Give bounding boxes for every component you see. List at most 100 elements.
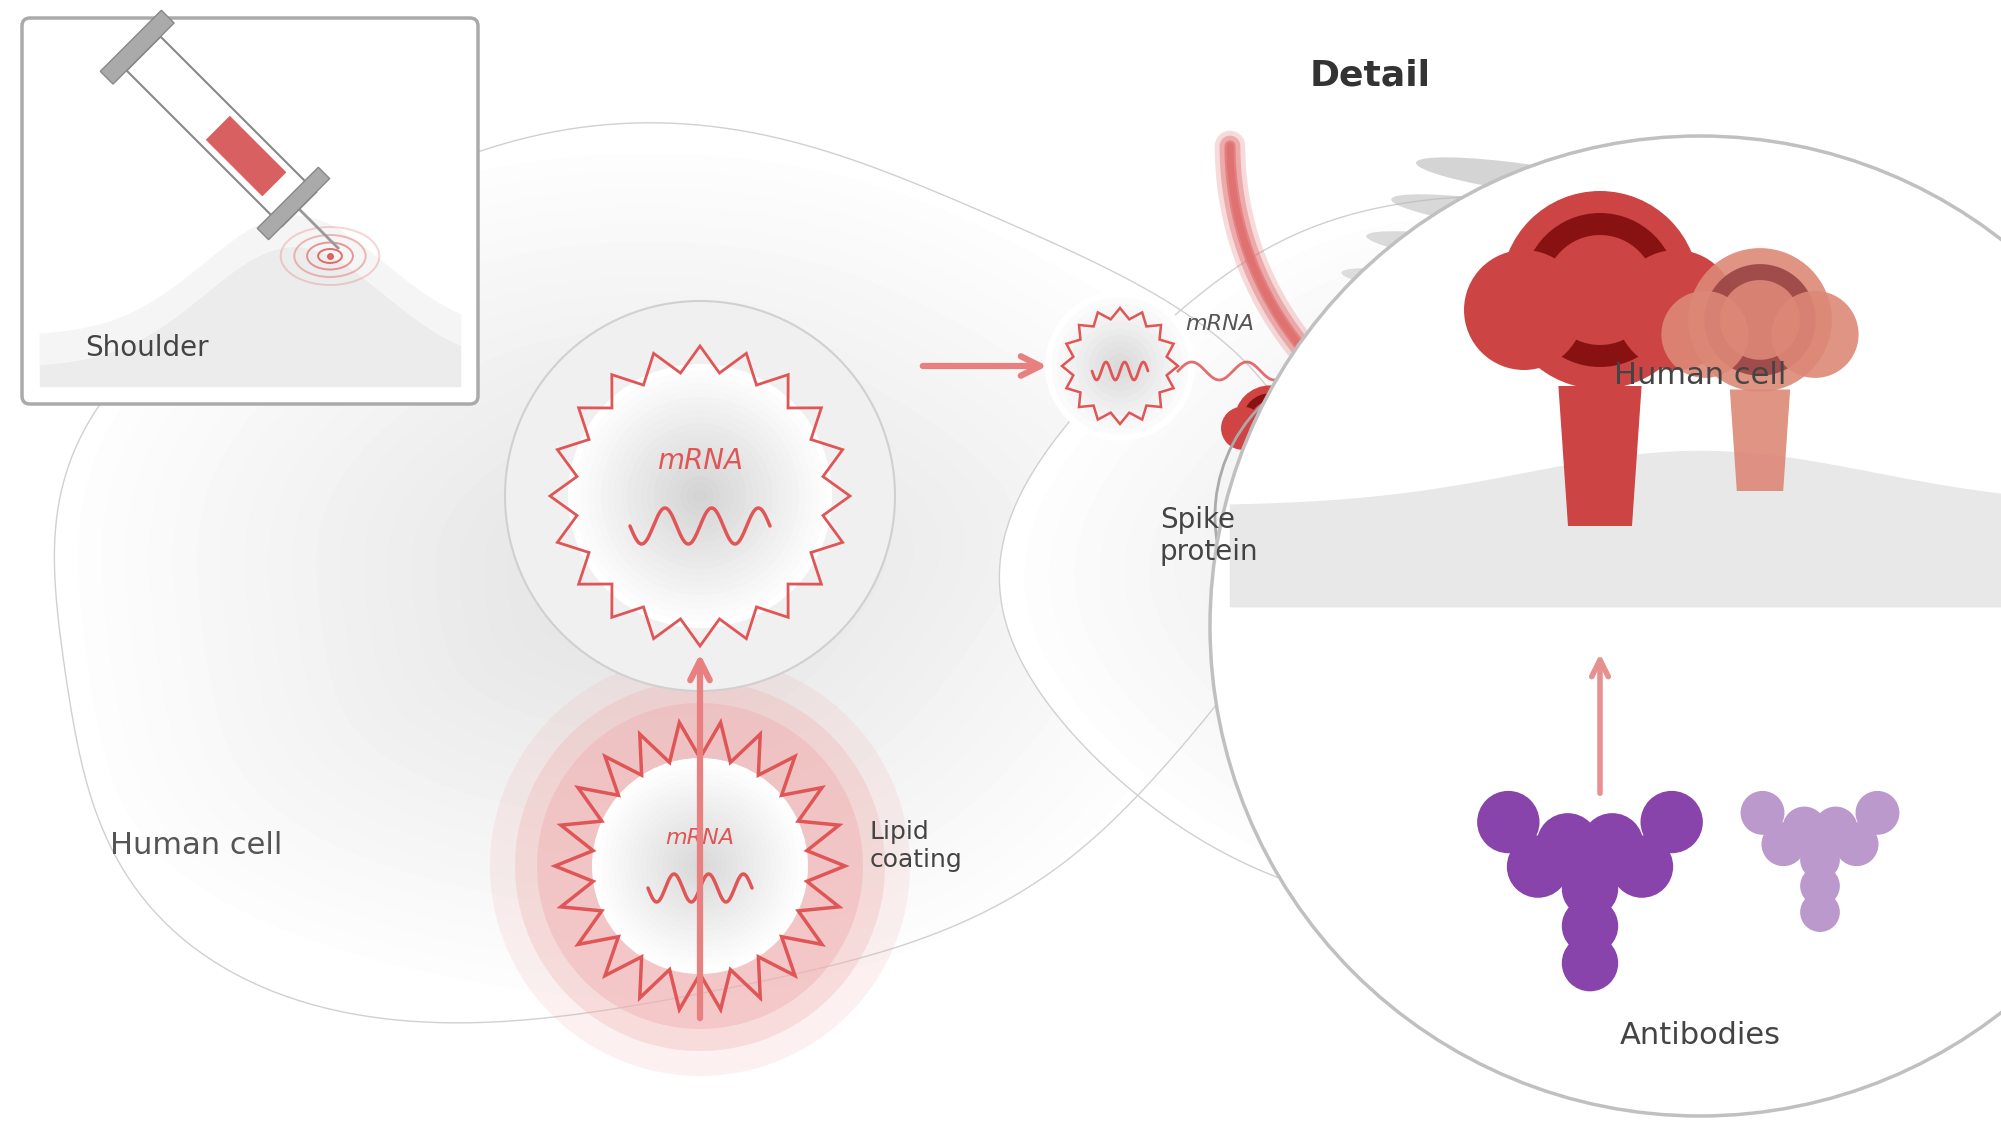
Ellipse shape xyxy=(1417,158,1635,198)
Circle shape xyxy=(1115,359,1127,373)
Circle shape xyxy=(1465,250,1585,370)
Polygon shape xyxy=(602,540,702,611)
Text: mRNA: mRNA xyxy=(1185,314,1255,334)
Circle shape xyxy=(652,817,748,914)
Polygon shape xyxy=(1251,376,1751,736)
Circle shape xyxy=(1095,341,1145,391)
Circle shape xyxy=(1101,347,1139,385)
Circle shape xyxy=(660,457,738,535)
Circle shape xyxy=(660,456,740,536)
Polygon shape xyxy=(174,224,1177,928)
Circle shape xyxy=(1395,449,1423,479)
Circle shape xyxy=(672,839,726,893)
Polygon shape xyxy=(1451,520,1551,592)
Polygon shape xyxy=(1381,482,1401,516)
Circle shape xyxy=(598,763,802,968)
Circle shape xyxy=(608,405,790,587)
Circle shape xyxy=(1801,840,1839,879)
Polygon shape xyxy=(1075,250,1925,863)
Circle shape xyxy=(1107,354,1133,378)
Circle shape xyxy=(1705,265,1815,376)
Circle shape xyxy=(1855,790,1899,834)
Circle shape xyxy=(574,370,824,622)
Circle shape xyxy=(1771,291,1859,378)
Circle shape xyxy=(490,656,910,1076)
Circle shape xyxy=(620,417,778,575)
Circle shape xyxy=(646,444,752,548)
Circle shape xyxy=(1293,461,1325,493)
Text: Antibodies: Antibodies xyxy=(1619,1021,1781,1051)
Circle shape xyxy=(1371,441,1409,477)
Text: mRNA: mRNA xyxy=(666,828,734,848)
Circle shape xyxy=(686,483,712,509)
Circle shape xyxy=(1057,304,1183,429)
Circle shape xyxy=(1235,385,1305,457)
Polygon shape xyxy=(364,365,966,787)
Polygon shape xyxy=(1025,214,1975,899)
Circle shape xyxy=(602,769,796,963)
Circle shape xyxy=(628,423,772,569)
Polygon shape xyxy=(54,136,1309,1016)
Circle shape xyxy=(1339,337,1383,381)
Circle shape xyxy=(1315,456,1345,486)
Circle shape xyxy=(1325,403,1355,435)
Circle shape xyxy=(504,301,894,691)
Circle shape xyxy=(634,431,764,561)
Circle shape xyxy=(648,444,752,548)
Polygon shape xyxy=(412,400,912,752)
Polygon shape xyxy=(340,347,992,805)
Circle shape xyxy=(1221,406,1265,450)
Polygon shape xyxy=(1275,394,1725,718)
Circle shape xyxy=(640,437,760,555)
Ellipse shape xyxy=(1391,195,1629,238)
Circle shape xyxy=(1721,280,1799,360)
Circle shape xyxy=(618,785,780,947)
Circle shape xyxy=(1801,892,1839,932)
Ellipse shape xyxy=(1327,385,1545,427)
Circle shape xyxy=(580,377,818,615)
Polygon shape xyxy=(244,277,1099,875)
Circle shape xyxy=(1303,444,1357,499)
Ellipse shape xyxy=(1367,231,1623,277)
Ellipse shape xyxy=(1341,268,1619,316)
Circle shape xyxy=(684,850,716,882)
Circle shape xyxy=(514,681,884,1051)
Polygon shape xyxy=(1151,304,1851,808)
Polygon shape xyxy=(1175,322,1825,790)
Circle shape xyxy=(674,470,726,522)
Circle shape xyxy=(614,410,786,582)
Polygon shape xyxy=(1125,286,1875,826)
FancyBboxPatch shape xyxy=(22,18,478,404)
Circle shape xyxy=(1329,408,1351,430)
Polygon shape xyxy=(1049,232,1951,881)
Polygon shape xyxy=(506,471,808,681)
Circle shape xyxy=(1211,136,2001,1116)
Polygon shape xyxy=(1375,466,1625,646)
Text: Human cell: Human cell xyxy=(1615,361,1787,391)
Circle shape xyxy=(1343,411,1367,435)
Circle shape xyxy=(1367,436,1415,483)
Circle shape xyxy=(1065,310,1177,422)
Circle shape xyxy=(518,314,882,678)
Circle shape xyxy=(646,812,754,920)
Polygon shape xyxy=(268,294,1071,858)
Polygon shape xyxy=(1325,430,1675,682)
Polygon shape xyxy=(578,524,728,628)
Circle shape xyxy=(1335,461,1367,493)
Text: mRNA: mRNA xyxy=(656,447,742,475)
Circle shape xyxy=(654,449,746,543)
Circle shape xyxy=(504,301,894,691)
Circle shape xyxy=(1355,367,1391,403)
Circle shape xyxy=(1523,213,1677,367)
Circle shape xyxy=(592,758,808,974)
Circle shape xyxy=(686,483,712,509)
Polygon shape xyxy=(1351,448,1651,664)
Circle shape xyxy=(630,796,770,936)
Circle shape xyxy=(1089,334,1151,397)
Polygon shape xyxy=(1201,340,1801,772)
Circle shape xyxy=(634,430,766,562)
Circle shape xyxy=(1277,406,1319,450)
Text: Lipid
coating: Lipid coating xyxy=(870,820,962,872)
Ellipse shape xyxy=(1331,347,1569,390)
Circle shape xyxy=(614,779,786,953)
